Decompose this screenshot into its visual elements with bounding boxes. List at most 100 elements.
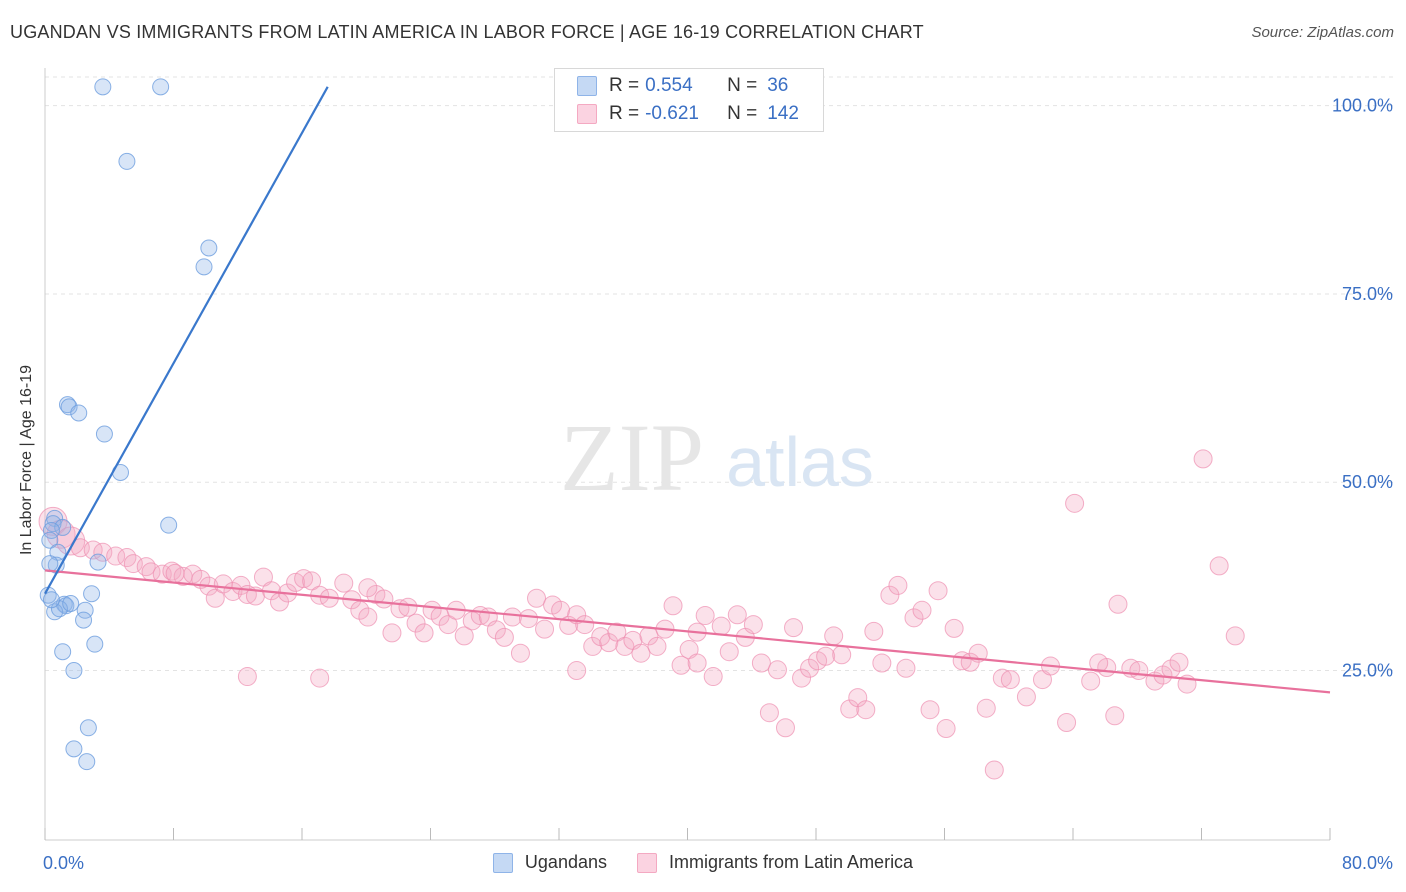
bottom-legend-ugandans: Ugandans bbox=[492, 852, 607, 873]
point-latin-america bbox=[936, 719, 956, 739]
chart-title: UGANDAN VS IMMIGRANTS FROM LATIN AMERICA… bbox=[10, 22, 924, 42]
point-ugandans bbox=[41, 555, 59, 573]
point-latin-america bbox=[1108, 594, 1128, 614]
point-latin-america bbox=[872, 653, 892, 673]
point-latin-america bbox=[1089, 653, 1109, 673]
point-latin-america bbox=[1193, 449, 1213, 469]
y-tick-label: 50.0% bbox=[1342, 472, 1393, 492]
point-ugandans bbox=[54, 518, 72, 536]
point-latin-america bbox=[703, 667, 723, 687]
point-latin-america bbox=[527, 588, 547, 608]
series-ugandans-points bbox=[39, 78, 218, 771]
watermark-zip: ZIP bbox=[560, 404, 704, 511]
point-latin-america bbox=[824, 626, 844, 646]
point-latin-america bbox=[944, 618, 964, 638]
point-latin-america bbox=[414, 623, 434, 643]
legend-r-label: R = bbox=[609, 103, 640, 124]
point-ugandans bbox=[86, 635, 104, 653]
point-ugandans bbox=[83, 585, 101, 603]
point-latin-america bbox=[912, 600, 932, 620]
point-latin-america bbox=[1057, 713, 1077, 733]
point-ugandans bbox=[78, 753, 96, 771]
point-latin-america bbox=[165, 563, 185, 583]
point-latin-america bbox=[743, 615, 763, 635]
point-latin-america bbox=[567, 605, 587, 625]
point-latin-america bbox=[1016, 687, 1036, 707]
point-latin-america bbox=[1169, 652, 1189, 672]
point-latin-america bbox=[406, 613, 426, 633]
point-latin-america bbox=[976, 698, 996, 718]
point-latin-america bbox=[334, 573, 354, 593]
point-ugandans bbox=[62, 595, 80, 613]
point-ugandans bbox=[79, 719, 97, 737]
point-latin-america bbox=[1105, 706, 1125, 726]
legend-r-value: -0.621 bbox=[645, 103, 699, 124]
point-latin-america bbox=[358, 578, 378, 598]
point-ugandans bbox=[41, 531, 59, 549]
point-latin-america bbox=[663, 596, 683, 616]
point-latin-america bbox=[896, 658, 916, 678]
point-latin-america bbox=[792, 668, 812, 688]
point-latin-america bbox=[1129, 661, 1149, 681]
point-latin-america bbox=[294, 569, 314, 589]
legend-swatch-latin-america bbox=[577, 104, 597, 124]
point-latin-america bbox=[711, 616, 731, 636]
y-tick-label: 75.0% bbox=[1342, 284, 1393, 304]
point-latin-america bbox=[920, 700, 940, 720]
legend-r-label: R = bbox=[609, 75, 640, 96]
point-ugandans bbox=[44, 515, 62, 533]
point-ugandans bbox=[195, 258, 213, 276]
trend-line-latin-america bbox=[44, 569, 1331, 694]
point-latin-america bbox=[237, 667, 257, 687]
y-tick-label: 100.0% bbox=[1332, 96, 1393, 116]
point-latin-america bbox=[310, 668, 330, 688]
point-latin-america bbox=[486, 620, 506, 640]
trend-lines bbox=[44, 86, 1331, 694]
legend-row-ugandans: R = 0.554 N = 36 bbox=[577, 73, 788, 99]
point-latin-america bbox=[382, 623, 402, 643]
point-ugandans bbox=[70, 404, 88, 422]
bottom-legend-label-ugandans: Ugandans bbox=[524, 852, 607, 872]
axes bbox=[44, 68, 1331, 841]
point-latin-america bbox=[800, 658, 820, 678]
bottom-legend-swatch-latin-america bbox=[637, 852, 657, 873]
point-ugandans bbox=[75, 611, 93, 629]
point-latin-america bbox=[888, 575, 908, 595]
legend-swatch-ugandans bbox=[577, 76, 597, 96]
legend-row-latin-america: R = -0.621 N = 142 bbox=[577, 101, 799, 127]
point-latin-america bbox=[687, 653, 707, 673]
point-latin-america bbox=[695, 606, 715, 626]
point-latin-america bbox=[358, 607, 378, 627]
point-latin-america bbox=[992, 668, 1012, 688]
point-ugandans bbox=[89, 553, 107, 571]
point-latin-america bbox=[535, 619, 555, 639]
point-latin-america bbox=[398, 597, 418, 617]
point-latin-america bbox=[575, 615, 595, 635]
point-latin-america bbox=[832, 645, 852, 665]
y-tick-label: 25.0% bbox=[1342, 661, 1393, 681]
legend-n-label: N = bbox=[727, 75, 758, 96]
tick-labels: 25.0% 50.0% 75.0% 100.0% 0.0% 80.0% bbox=[43, 96, 1393, 873]
point-latin-america bbox=[599, 633, 619, 653]
point-latin-america bbox=[93, 542, 113, 562]
point-latin-america bbox=[567, 661, 587, 681]
point-latin-america bbox=[816, 646, 836, 666]
point-latin-america bbox=[671, 655, 691, 675]
point-latin-america bbox=[1209, 556, 1229, 576]
bottom-legend-label-latin-america: Immigrants from Latin America bbox=[669, 852, 914, 872]
point-ugandans bbox=[95, 425, 113, 443]
point-latin-america bbox=[1000, 670, 1020, 690]
point-latin-america bbox=[374, 589, 394, 609]
point-latin-america bbox=[856, 700, 876, 720]
point-ugandans bbox=[160, 516, 178, 534]
point-latin-america bbox=[583, 636, 603, 656]
point-latin-america bbox=[302, 571, 322, 591]
point-latin-america bbox=[864, 621, 884, 641]
x-tick-label-min: 0.0% bbox=[43, 853, 84, 873]
point-latin-america bbox=[840, 699, 860, 719]
source-label: Source: ZipAtlas.com bbox=[1251, 24, 1394, 41]
point-latin-america bbox=[494, 627, 514, 647]
point-latin-america bbox=[162, 561, 182, 581]
point-ugandans bbox=[54, 643, 72, 661]
